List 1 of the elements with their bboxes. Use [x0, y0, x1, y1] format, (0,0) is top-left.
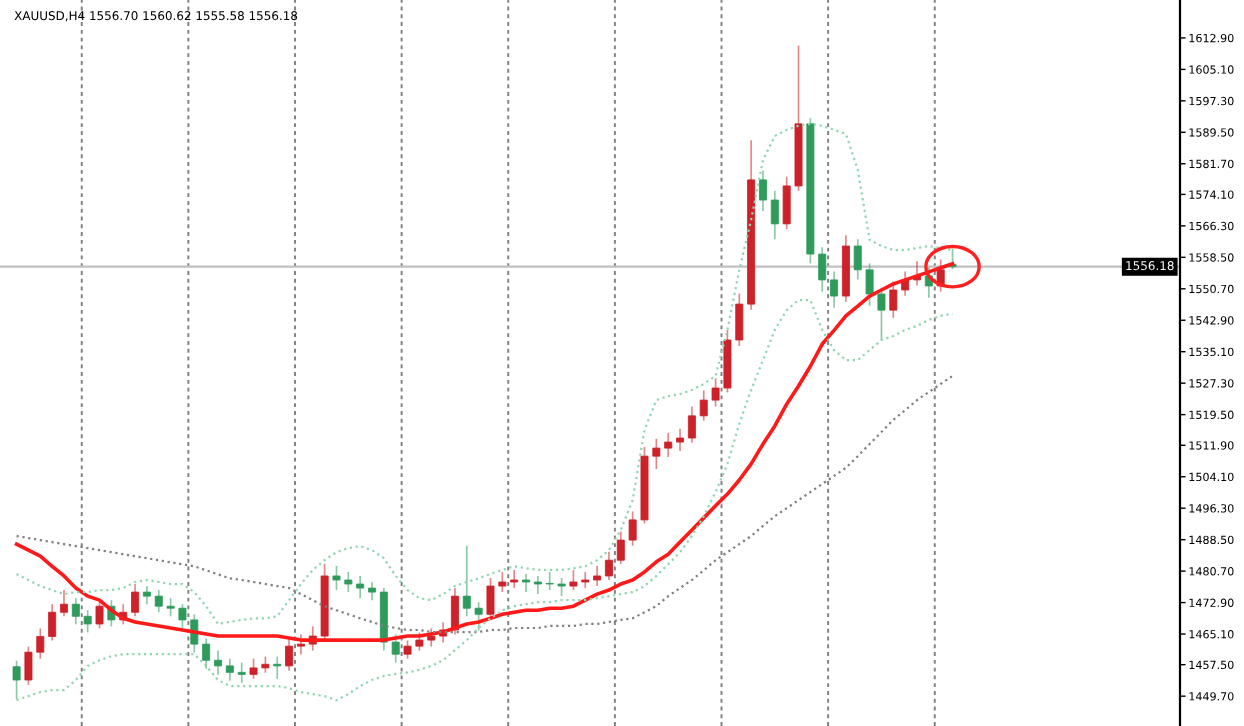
- line-series: [15, 298, 954, 702]
